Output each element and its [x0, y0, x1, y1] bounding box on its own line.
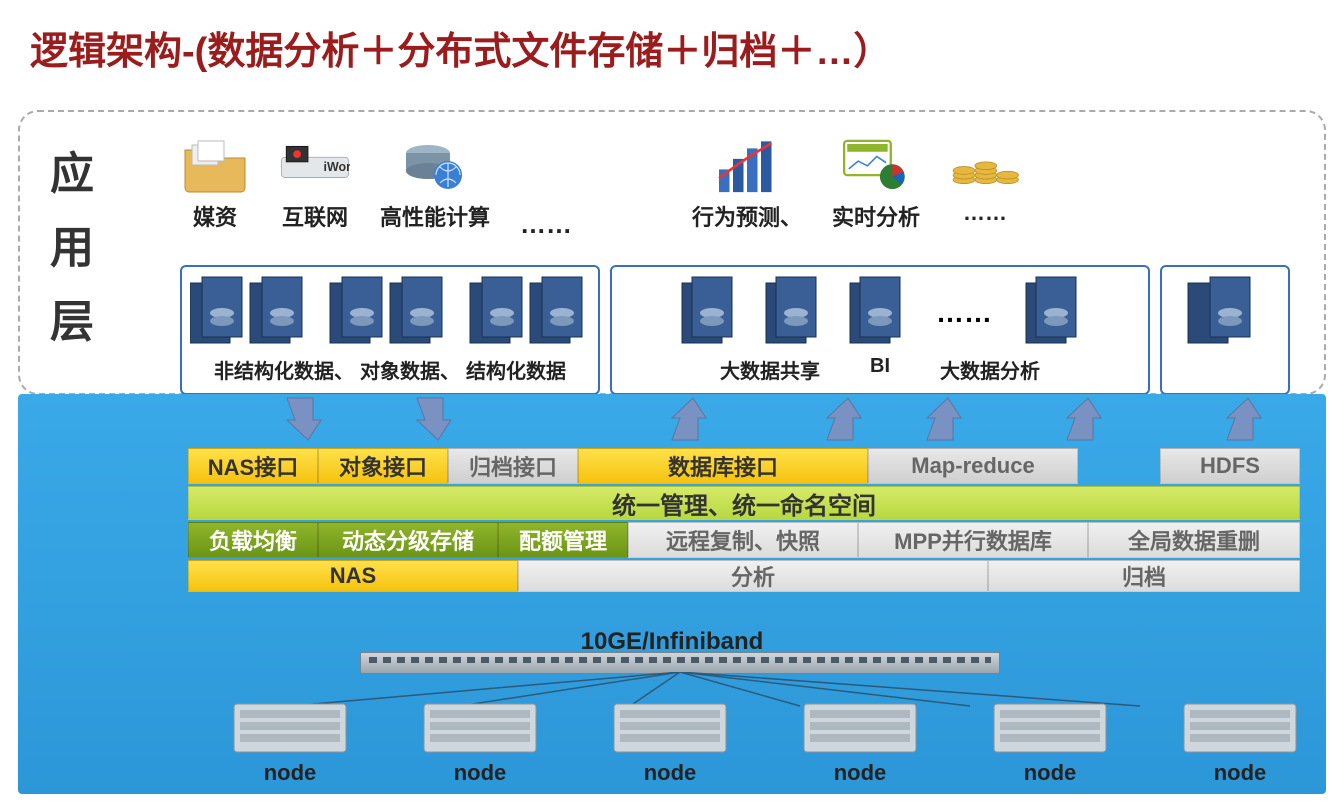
feature-row: 负载均衡 动态分级存储 配额管理 远程复制、快照 MPP并行数据库 全局数据重删 — [188, 522, 1300, 558]
icon-label: 实时分析 — [832, 200, 920, 232]
coins-icon — [950, 130, 1020, 200]
node-label: node — [454, 760, 507, 786]
arrow-up-icon — [1067, 398, 1101, 440]
unified-management-bar: 统一管理、统一命名空间 — [188, 486, 1300, 520]
node-rack-icon — [1180, 700, 1300, 756]
cell-mapreduce: Map-reduce — [868, 448, 1078, 484]
storage-node: node — [610, 700, 730, 786]
ellipsis-text: …… — [930, 297, 998, 329]
group-label: 结构化数据 — [466, 355, 566, 384]
node-rack-icon — [990, 700, 1110, 756]
icon-label: 媒资 — [193, 200, 237, 232]
cell-load-balance: 负载均衡 — [188, 522, 318, 558]
behavior-predict-item: 行为预测、 — [692, 130, 802, 240]
cell-hdfs: HDFS — [1160, 448, 1300, 484]
server-group-extra — [1160, 265, 1290, 395]
server-group-data-types: 非结构化数据、 对象数据、 结构化数据 — [180, 265, 600, 395]
layer-label-app: 应用层 — [35, 150, 99, 372]
node-label: node — [264, 760, 317, 786]
server-icon — [762, 273, 822, 353]
group-label: 大数据共享 — [720, 355, 820, 384]
cell-archive: 归档 — [988, 560, 1300, 592]
server-groups-row: 非结构化数据、 对象数据、 结构化数据 …… 大数据共享 BI 大数据分析 — [180, 265, 1320, 395]
cell-quota: 配额管理 — [498, 522, 628, 558]
server-cluster: …… — [678, 273, 1082, 353]
node-label: node — [644, 760, 697, 786]
server-cluster — [190, 273, 590, 353]
icon-label: 行为预测、 — [692, 200, 802, 232]
storage-node: node — [990, 700, 1110, 786]
arrow-up-icon — [1227, 398, 1261, 440]
server-icon — [846, 273, 906, 353]
server-icon — [1180, 273, 1270, 353]
title-sub: -(数据分析＋分布式文件存储＋归档＋…） — [182, 31, 891, 73]
network-switch-icon — [360, 652, 1000, 674]
barchart-icon — [712, 130, 782, 200]
ellipsis-left: …… — [520, 130, 572, 240]
server-cluster — [1180, 273, 1270, 353]
storage-node: node — [800, 700, 920, 786]
cell-nas-interface: NAS接口 — [188, 448, 318, 484]
page-title: 逻辑架构-(数据分析＋分布式文件存储＋归档＋…） — [30, 20, 891, 75]
group-label: 对象数据、 — [360, 355, 460, 384]
interface-row: NAS接口 对象接口 归档接口 数据库接口 Map-reduce HDFS — [188, 448, 1300, 484]
iwork-icon: iWork — [280, 130, 350, 200]
server-group-analytics: …… 大数据共享 BI 大数据分析 — [610, 265, 1150, 395]
storage-node: node — [1180, 700, 1300, 786]
node-rack-icon — [610, 700, 730, 756]
storage-node: node — [420, 700, 540, 786]
cell-db-interface: 数据库接口 — [578, 448, 868, 484]
media-assets-item: 媒资 — [180, 130, 250, 240]
arrows-layer — [0, 394, 1344, 444]
cell-dynamic-tiering: 动态分级存储 — [318, 522, 498, 558]
icon-label: …… — [963, 200, 1007, 226]
cell-archive-interface: 归档接口 — [448, 448, 578, 484]
cell-analysis: 分析 — [518, 560, 988, 592]
coins-item: …… — [950, 130, 1020, 240]
piechart-icon — [841, 130, 911, 200]
node-rack-icon — [800, 700, 920, 756]
hpc-item: 高性能计算 — [380, 130, 490, 240]
node-rack-icon — [420, 700, 540, 756]
nodes-row: node node node node node node — [230, 700, 1300, 786]
internet-item: iWork 互联网 — [280, 130, 350, 240]
node-rack-icon — [230, 700, 350, 756]
group-label: BI — [870, 355, 890, 384]
node-label: node — [1214, 760, 1267, 786]
arrow-down-icon — [417, 398, 451, 440]
icon-label: 互联网 — [282, 200, 348, 232]
cell-mpp: MPP并行数据库 — [858, 522, 1088, 558]
group-label: 大数据分析 — [940, 355, 1040, 384]
ellipsis-text: …… — [520, 209, 572, 240]
server-icon — [190, 273, 590, 353]
arrow-up-icon — [927, 398, 961, 440]
title-main: 逻辑架构 — [30, 31, 182, 73]
storage-node: node — [230, 700, 350, 786]
arrow-up-icon — [672, 398, 706, 440]
group-label: 非结构化数据、 — [214, 355, 354, 384]
cell-object-interface: 对象接口 — [318, 448, 448, 484]
realtime-analysis-item: 实时分析 — [832, 130, 920, 240]
icon-label: 高性能计算 — [380, 200, 490, 232]
server-icon — [1022, 273, 1082, 353]
category-row: NAS 分析 归档 — [188, 560, 1300, 592]
arrow-down-icon — [287, 398, 321, 440]
svg-text:iWork: iWork — [324, 160, 350, 174]
cell-remote-replication: 远程复制、快照 — [628, 522, 858, 558]
server-icon — [678, 273, 738, 353]
arrow-up-icon — [827, 398, 861, 440]
node-label: node — [834, 760, 887, 786]
db-globe-icon — [400, 130, 470, 200]
folder-icon — [180, 130, 250, 200]
cell-nas: NAS — [188, 560, 518, 592]
cell-global-dedup: 全局数据重删 — [1088, 522, 1300, 558]
node-label: node — [1024, 760, 1077, 786]
app-icons-row: 媒资 iWork 互联网 高性能计算 …… 行为预测、 实时分析 …… — [180, 130, 1300, 240]
